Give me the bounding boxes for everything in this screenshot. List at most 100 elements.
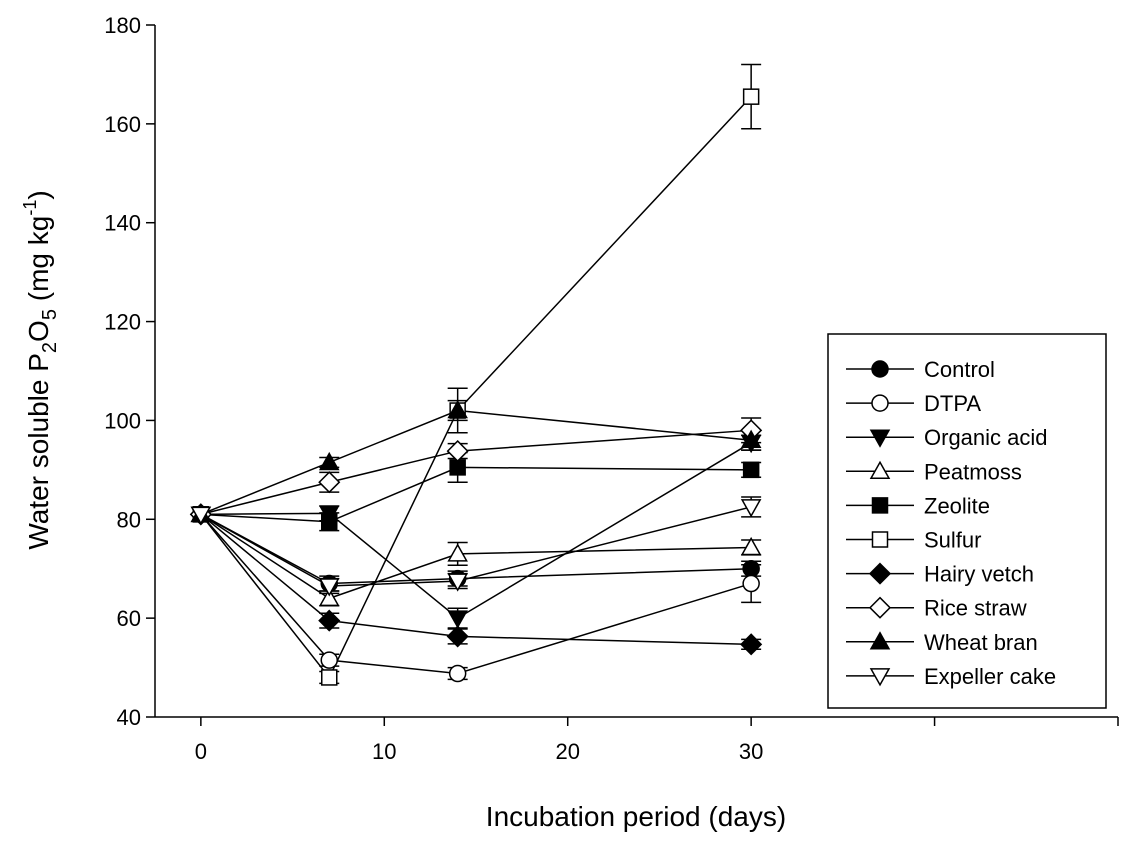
series-expeller-cake bbox=[200, 496, 762, 595]
data-point bbox=[447, 573, 468, 592]
legend-marker bbox=[871, 394, 889, 412]
series-line bbox=[200, 513, 752, 585]
data-point bbox=[320, 651, 339, 669]
data-point bbox=[318, 451, 340, 471]
data-point bbox=[321, 669, 338, 686]
series-line bbox=[200, 96, 752, 679]
data-point bbox=[740, 499, 762, 518]
legend-label: Hairy vetch bbox=[924, 562, 1034, 587]
legend-item: Zeolite bbox=[846, 493, 990, 518]
data-point bbox=[740, 633, 763, 656]
data-point bbox=[446, 625, 469, 648]
x-tick-label: 0 bbox=[195, 739, 207, 764]
series-line bbox=[200, 506, 752, 587]
legend-marker bbox=[871, 360, 889, 378]
data-point bbox=[447, 400, 468, 419]
y-axis-title: Water soluble P2O5 (mg kg-1) bbox=[20, 190, 61, 549]
y-tick-label: 140 bbox=[104, 211, 141, 236]
data-point bbox=[449, 459, 466, 476]
legend-marker bbox=[869, 631, 891, 650]
y-tick-label: 160 bbox=[104, 112, 141, 137]
legend-label: Control bbox=[924, 357, 995, 382]
markers-expeller-cake bbox=[190, 499, 762, 597]
series-organic-acid bbox=[200, 434, 762, 629]
legend-item: Organic acid bbox=[846, 425, 1048, 450]
data-point bbox=[742, 574, 760, 593]
y-axis-title-mid: O bbox=[23, 320, 54, 342]
x-tick-label: 30 bbox=[739, 739, 763, 764]
markers-organic-acid bbox=[190, 434, 762, 629]
legend-label: Zeolite bbox=[924, 493, 990, 518]
legend-item: DTPA bbox=[846, 391, 981, 416]
legend-marker bbox=[869, 429, 891, 448]
y-axis-title-sup: -1 bbox=[20, 200, 40, 216]
legend-label: Organic acid bbox=[924, 425, 1048, 450]
legend-marker bbox=[871, 497, 889, 514]
series-sulfur bbox=[200, 63, 762, 685]
series-dtpa bbox=[200, 513, 762, 681]
legend-item: Wheat bran bbox=[846, 630, 1038, 655]
series-line bbox=[200, 513, 752, 600]
x-axis-title: Incubation period (days) bbox=[486, 801, 786, 832]
legend-label: Expeller cake bbox=[924, 664, 1056, 689]
series-line bbox=[200, 409, 752, 516]
legend-marker bbox=[868, 562, 892, 585]
y-tick-label: 180 bbox=[104, 13, 141, 38]
series-line bbox=[200, 429, 752, 516]
legend-item: Sulfur bbox=[846, 528, 981, 553]
legend-marker bbox=[869, 460, 891, 480]
y-axis: 40 60 80 100 120 140 160 180 bbox=[104, 13, 155, 730]
data-point bbox=[318, 609, 341, 632]
y-tick-label: 120 bbox=[104, 310, 141, 335]
data-point bbox=[318, 578, 340, 597]
data-point bbox=[742, 559, 760, 578]
markers-hairy-vetch bbox=[189, 503, 763, 656]
y-tick-label: 80 bbox=[117, 507, 141, 532]
y-axis-title-unit: (mg kg bbox=[23, 216, 54, 309]
y-axis-title-sub2: 5 bbox=[39, 309, 61, 320]
series-layer bbox=[189, 63, 763, 686]
data-point bbox=[742, 88, 760, 105]
y-tick-label: 60 bbox=[117, 606, 141, 631]
legend-item: Rice straw bbox=[846, 596, 1027, 621]
series-line bbox=[200, 513, 752, 675]
series-zeolite bbox=[200, 451, 762, 532]
legend-label: DTPA bbox=[924, 391, 981, 416]
data-point bbox=[190, 506, 212, 525]
y-axis-title-close: ) bbox=[23, 190, 54, 199]
x-tick-label: 20 bbox=[555, 739, 579, 764]
legend-item: Control bbox=[846, 357, 995, 382]
data-point bbox=[740, 429, 762, 448]
series-wheat-bran bbox=[200, 399, 762, 516]
y-tick-label: 40 bbox=[117, 705, 141, 730]
series-line bbox=[200, 513, 752, 646]
data-point bbox=[321, 513, 338, 531]
legend-marker bbox=[868, 596, 892, 619]
data-point bbox=[447, 543, 468, 562]
x-axis: 0 10 20 30 bbox=[195, 717, 1119, 764]
data-point bbox=[446, 440, 469, 463]
y-tick-label: 100 bbox=[104, 408, 141, 433]
legend-item: Expeller cake bbox=[846, 664, 1056, 689]
markers-dtpa bbox=[192, 505, 760, 683]
legend: Control DTPA Organic acid Peatmoss Zeolite Su… bbox=[827, 333, 1107, 709]
data-point bbox=[742, 461, 760, 479]
legend-label: Peatmoss bbox=[924, 459, 1022, 484]
data-point bbox=[447, 610, 468, 629]
legend-item: Hairy vetch bbox=[846, 562, 1034, 587]
data-point bbox=[318, 587, 340, 607]
legend-label: Rice straw bbox=[924, 596, 1027, 621]
data-point bbox=[448, 664, 467, 683]
legend-label: Sulfur bbox=[924, 528, 981, 553]
plot-frame bbox=[154, 25, 1118, 718]
series-line bbox=[200, 442, 752, 620]
markers-wheat-bran bbox=[190, 400, 762, 523]
y-axis-title-sub1: 2 bbox=[39, 342, 61, 353]
legend-marker bbox=[871, 531, 889, 548]
legend-label: Wheat bran bbox=[924, 630, 1038, 655]
series-hairy-vetch bbox=[200, 513, 762, 651]
legend-marker bbox=[869, 668, 891, 687]
x-tick-label: 10 bbox=[372, 739, 396, 764]
series-line bbox=[200, 466, 752, 523]
